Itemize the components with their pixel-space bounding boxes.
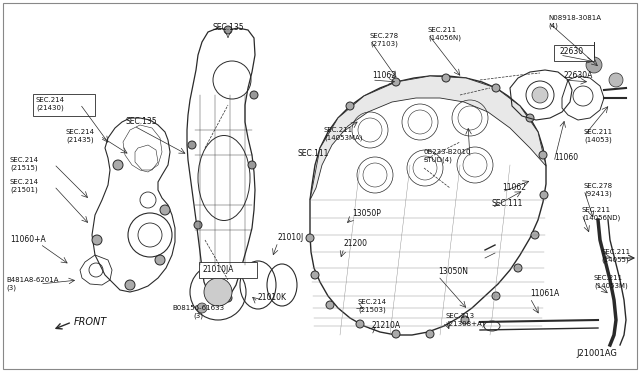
Circle shape [531,231,539,239]
Text: (14053): (14053) [584,137,612,143]
Text: (14053MA): (14053MA) [324,135,362,141]
Text: 21010K: 21010K [258,294,287,302]
Text: B08156-61633: B08156-61633 [172,305,224,311]
Text: SEC.211: SEC.211 [584,129,613,135]
Circle shape [224,26,232,34]
Text: (14055): (14055) [601,257,628,263]
Text: (92413): (92413) [584,191,612,197]
Text: (21435): (21435) [66,137,93,143]
Text: SEC.214: SEC.214 [358,299,387,305]
Circle shape [539,151,547,159]
Circle shape [461,316,469,324]
Circle shape [306,234,314,242]
Text: 11060: 11060 [554,154,578,163]
Circle shape [392,78,400,86]
Text: 22630: 22630 [560,48,584,57]
Circle shape [426,330,434,338]
Text: SEC.214: SEC.214 [10,157,39,163]
Circle shape [346,102,354,110]
Circle shape [92,235,102,245]
Circle shape [224,294,232,302]
Circle shape [442,74,450,82]
Text: SEC.214: SEC.214 [66,129,95,135]
Text: SEC.211: SEC.211 [324,127,353,133]
Circle shape [492,292,500,300]
Text: SEC.278: SEC.278 [370,33,399,39]
Text: (21515): (21515) [10,165,38,171]
Text: 11062: 11062 [502,183,526,192]
Text: (21430): (21430) [36,105,64,111]
Text: J21001AG: J21001AG [576,350,617,359]
Text: SEC.211: SEC.211 [428,27,457,33]
Circle shape [392,330,400,338]
Text: 11062: 11062 [372,71,396,80]
Text: SEC.278: SEC.278 [584,183,613,189]
Circle shape [326,301,334,309]
Text: (21501): (21501) [10,187,38,193]
Text: SEC.213: SEC.213 [446,313,475,319]
Text: SEC.135: SEC.135 [126,118,157,126]
Text: (3): (3) [193,313,203,319]
Text: (3): (3) [6,285,16,291]
Text: 21200: 21200 [344,240,368,248]
Text: SEC.211: SEC.211 [594,275,623,281]
Text: (14056N): (14056N) [428,35,461,41]
Text: SEC.135: SEC.135 [212,23,244,32]
Text: SEC.211: SEC.211 [582,207,611,213]
Text: SEC.214: SEC.214 [36,97,65,103]
Text: N08918-3081A: N08918-3081A [548,15,601,21]
Text: SEC.111: SEC.111 [492,199,524,208]
Text: B481A8-6201A: B481A8-6201A [6,277,58,283]
Text: (21308+A): (21308+A) [446,321,484,327]
Text: (27103): (27103) [370,41,398,47]
Circle shape [492,84,500,92]
Text: 13050P: 13050P [352,209,381,218]
Circle shape [514,264,522,272]
Circle shape [609,73,623,87]
Text: 21010J: 21010J [278,234,304,243]
Circle shape [532,87,548,103]
FancyBboxPatch shape [554,45,594,61]
Circle shape [155,255,165,265]
Polygon shape [310,76,546,200]
Text: FRONT: FRONT [74,317,108,327]
Text: (21503): (21503) [358,307,386,313]
Circle shape [311,271,319,279]
Text: (4): (4) [548,23,558,29]
Circle shape [248,161,256,169]
Circle shape [188,141,196,149]
Text: 21210A: 21210A [372,321,401,330]
Text: SEC.214: SEC.214 [10,179,39,185]
Text: 11060+A: 11060+A [10,235,45,244]
Circle shape [586,57,602,73]
Text: 22630A: 22630A [564,71,593,80]
Circle shape [250,91,258,99]
Text: SEC.111: SEC.111 [298,150,330,158]
Circle shape [125,280,135,290]
Circle shape [197,303,207,313]
Text: 21010JA: 21010JA [202,266,234,275]
Text: 11061A: 11061A [530,289,559,298]
Text: STUD(4): STUD(4) [424,157,453,163]
Circle shape [113,160,123,170]
Text: (14053M): (14053M) [594,283,628,289]
Circle shape [160,205,170,215]
Circle shape [540,191,548,199]
Text: 13050N: 13050N [438,267,468,276]
Circle shape [526,114,534,122]
Circle shape [204,278,232,306]
Circle shape [356,320,364,328]
Text: SEC.211: SEC.211 [601,249,630,255]
Text: 0B233-B2010: 0B233-B2010 [424,149,472,155]
Text: (14056ND): (14056ND) [582,215,620,221]
FancyBboxPatch shape [199,262,257,278]
Circle shape [194,221,202,229]
